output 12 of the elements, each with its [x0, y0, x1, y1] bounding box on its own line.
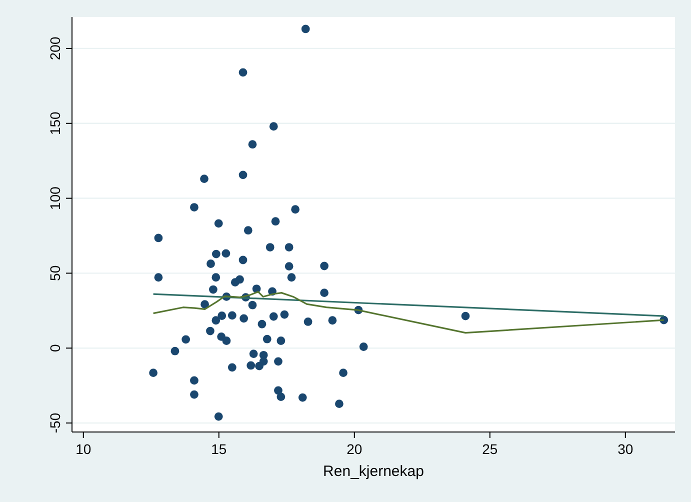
x-tick-label: 20: [346, 441, 362, 457]
y-tick-label: 200: [47, 36, 63, 60]
x-tick-label: 15: [211, 441, 227, 457]
x-axis-title: Ren_kjernekap: [323, 463, 424, 480]
y-tick-label: -50: [47, 412, 63, 434]
y-tick-label: 150: [47, 111, 63, 136]
x-tick-label: 10: [76, 441, 92, 457]
y-tick-label: 100: [47, 186, 63, 210]
y-tick-label: 0: [47, 344, 63, 352]
y-tick-label: 50: [47, 265, 63, 281]
x-tick-label: 30: [618, 441, 634, 457]
x-tick-label: 25: [482, 441, 498, 457]
